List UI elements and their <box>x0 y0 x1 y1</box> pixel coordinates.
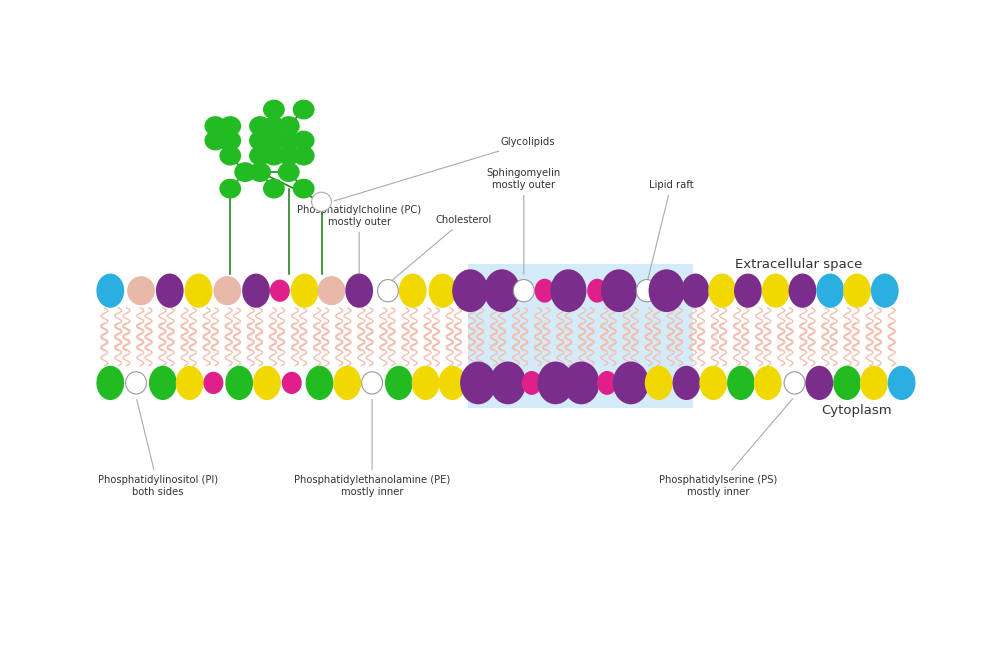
Text: Phosphatidylethanolamine (PE)
mostly inner: Phosphatidylethanolamine (PE) mostly inn… <box>294 400 450 497</box>
Ellipse shape <box>734 273 762 307</box>
Ellipse shape <box>219 131 241 150</box>
Text: Cytoplasm: Cytoplasm <box>821 404 892 417</box>
Ellipse shape <box>156 273 184 307</box>
Ellipse shape <box>270 279 290 302</box>
Text: Cholesterol: Cholesterol <box>390 215 492 282</box>
Ellipse shape <box>522 371 542 395</box>
Ellipse shape <box>291 273 319 307</box>
Ellipse shape <box>203 372 223 394</box>
Ellipse shape <box>362 372 382 394</box>
Ellipse shape <box>888 366 916 400</box>
Ellipse shape <box>318 276 345 305</box>
Ellipse shape <box>333 366 361 400</box>
Ellipse shape <box>385 366 413 400</box>
Ellipse shape <box>293 179 315 199</box>
Ellipse shape <box>439 366 466 400</box>
Ellipse shape <box>278 131 300 150</box>
Ellipse shape <box>219 116 241 136</box>
Ellipse shape <box>293 99 315 119</box>
Ellipse shape <box>805 366 833 400</box>
Ellipse shape <box>219 146 241 165</box>
Ellipse shape <box>429 273 456 307</box>
Ellipse shape <box>293 131 315 150</box>
Text: Phosphatidylcholine (PC)
mostly outer: Phosphatidylcholine (PC) mostly outer <box>297 205 421 277</box>
Ellipse shape <box>263 146 285 165</box>
Ellipse shape <box>149 366 177 400</box>
Ellipse shape <box>278 146 300 165</box>
Ellipse shape <box>860 366 888 400</box>
Ellipse shape <box>249 146 271 165</box>
Ellipse shape <box>535 279 555 303</box>
Text: Lipid raft: Lipid raft <box>647 180 693 281</box>
Ellipse shape <box>833 366 861 400</box>
Ellipse shape <box>452 269 488 312</box>
Ellipse shape <box>204 116 226 136</box>
Ellipse shape <box>253 366 281 400</box>
Ellipse shape <box>871 273 899 307</box>
Ellipse shape <box>816 273 844 307</box>
Ellipse shape <box>563 362 599 404</box>
Ellipse shape <box>96 273 124 307</box>
Ellipse shape <box>263 179 285 199</box>
Ellipse shape <box>96 366 124 400</box>
Ellipse shape <box>312 192 331 211</box>
Text: Sphingomyelin
mostly outer: Sphingomyelin mostly outer <box>487 168 561 274</box>
Ellipse shape <box>784 372 805 394</box>
Ellipse shape <box>345 273 373 307</box>
Ellipse shape <box>306 366 333 400</box>
Ellipse shape <box>708 273 736 307</box>
Ellipse shape <box>127 276 155 305</box>
Ellipse shape <box>727 366 755 400</box>
Ellipse shape <box>513 279 534 302</box>
Ellipse shape <box>399 273 427 307</box>
Ellipse shape <box>263 131 285 150</box>
Ellipse shape <box>282 372 302 394</box>
Ellipse shape <box>460 362 496 404</box>
Ellipse shape <box>219 179 241 199</box>
Ellipse shape <box>249 116 271 136</box>
Ellipse shape <box>185 273 212 307</box>
Ellipse shape <box>636 279 657 302</box>
Ellipse shape <box>681 273 709 307</box>
Ellipse shape <box>601 269 637 312</box>
Ellipse shape <box>484 269 520 312</box>
Ellipse shape <box>754 366 782 400</box>
Text: Extracellular space: Extracellular space <box>735 258 862 271</box>
Ellipse shape <box>649 269 685 312</box>
Ellipse shape <box>843 273 871 307</box>
Text: Glycolipids: Glycolipids <box>334 137 554 201</box>
Ellipse shape <box>613 362 649 404</box>
Ellipse shape <box>537 362 574 404</box>
Ellipse shape <box>597 371 617 395</box>
Ellipse shape <box>249 162 271 182</box>
Text: Phosphatidylserine (PS)
mostly inner: Phosphatidylserine (PS) mostly inner <box>659 399 793 497</box>
Ellipse shape <box>673 366 700 400</box>
Bar <box>468 264 693 408</box>
Ellipse shape <box>278 162 300 182</box>
Ellipse shape <box>263 99 285 119</box>
Ellipse shape <box>762 273 790 307</box>
Ellipse shape <box>293 146 315 165</box>
Ellipse shape <box>204 131 226 150</box>
Ellipse shape <box>213 276 241 305</box>
Ellipse shape <box>645 366 673 400</box>
Ellipse shape <box>378 279 398 302</box>
Ellipse shape <box>126 372 146 394</box>
Ellipse shape <box>278 116 300 136</box>
Ellipse shape <box>587 279 607 303</box>
Text: Phosphatidylinositol (PI)
both sides: Phosphatidylinositol (PI) both sides <box>98 400 218 497</box>
Ellipse shape <box>242 273 270 307</box>
Ellipse shape <box>249 131 271 150</box>
Ellipse shape <box>176 366 203 400</box>
Ellipse shape <box>789 273 816 307</box>
Ellipse shape <box>412 366 440 400</box>
Ellipse shape <box>699 366 727 400</box>
Ellipse shape <box>550 269 586 312</box>
Ellipse shape <box>225 366 253 400</box>
Ellipse shape <box>234 162 256 182</box>
Ellipse shape <box>263 116 285 136</box>
Ellipse shape <box>490 362 526 404</box>
